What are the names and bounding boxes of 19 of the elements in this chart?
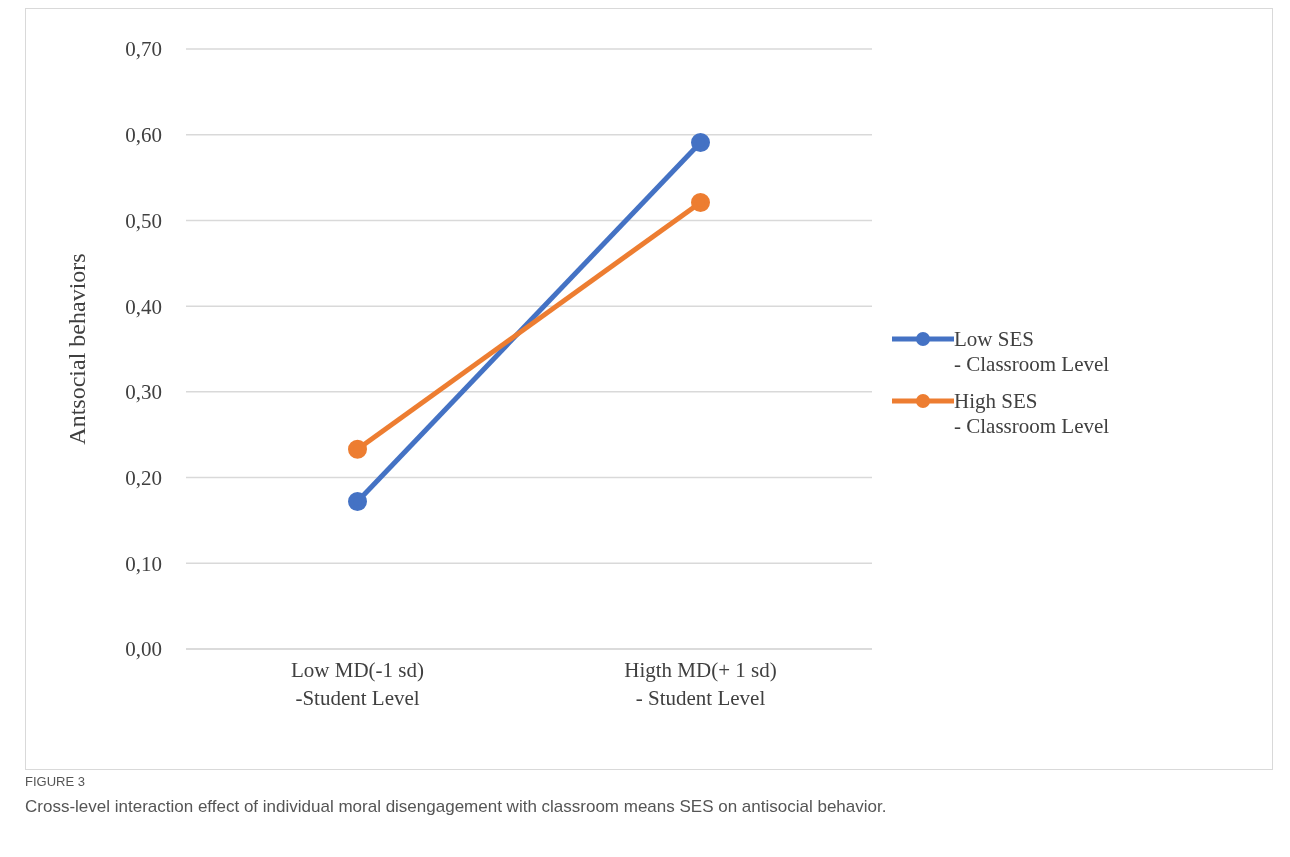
y-tick-label: 0,00 — [125, 637, 162, 662]
y-axis-title: Antsocial behaviors — [63, 253, 90, 445]
point — [691, 192, 710, 212]
x-tick-label: Higth MD(+ 1 sd) - Student Level — [624, 658, 777, 710]
point — [348, 492, 367, 512]
point — [691, 132, 710, 152]
y-tick-label: 0,40 — [125, 294, 162, 319]
y-tick-label: 0,10 — [125, 551, 162, 576]
text: Cross-level interaction effect of individual moral disengagement with classroom means SES on antisocial behavior. — [25, 797, 888, 817]
legend-label: Low SES - Classroom Level — [954, 327, 1110, 377]
y-tick-label: 0,60 — [125, 123, 162, 148]
x-tick-label: Low MD(-1 sd) -Student Level — [291, 658, 424, 710]
y-tick-label: 0,30 — [125, 380, 162, 405]
caption: FIGURE 3 — [25, 774, 86, 789]
y-tick-label: 0,50 — [125, 208, 162, 233]
y-tick-label: 0,20 — [125, 466, 162, 491]
y-tick-label: 0,70 — [125, 37, 162, 62]
point — [348, 439, 367, 459]
legend-label: High SES - Classroom Level — [954, 389, 1110, 439]
